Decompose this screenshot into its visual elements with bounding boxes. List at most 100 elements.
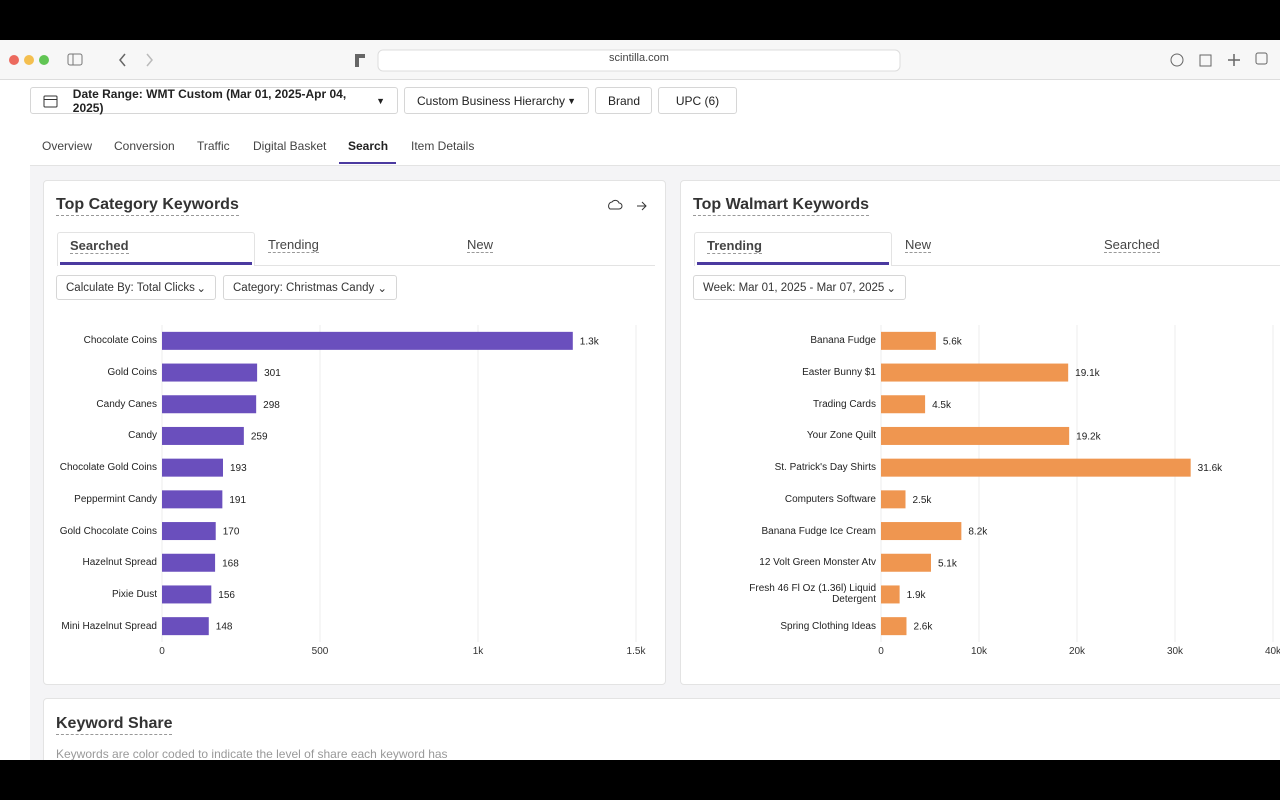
bar [881, 363, 1069, 382]
x-tick-label: 20k [1069, 646, 1086, 657]
nav-tab[interactable]: Overview [42, 139, 93, 153]
bar [881, 395, 926, 414]
y-tick-label: Computers Software [784, 493, 876, 505]
y-tick-label: Chocolate Gold Coins [59, 462, 157, 474]
tab-rule [892, 265, 1280, 266]
y-tick-label: Candy Canes [96, 398, 157, 410]
data-label: 2.6k [913, 622, 933, 633]
dropdown[interactable]: Calculate By: Total Clicks ⌄ [56, 275, 216, 300]
panel-tab[interactable]: Searched [70, 238, 129, 254]
data-label: 259 [251, 431, 268, 442]
bar [881, 426, 1070, 445]
nav-tab[interactable]: Item Details [411, 139, 475, 153]
y-tick-label: Trading Cards [813, 398, 876, 410]
x-tick-label: 10k [971, 646, 988, 657]
x-tick-label: 0 [159, 646, 165, 657]
nav-tab[interactable]: Digital Basket [253, 139, 327, 153]
tab-box [57, 232, 255, 266]
x-tick-label: 30k [1167, 646, 1184, 657]
data-label: 5.6k [943, 336, 963, 347]
bar [162, 553, 216, 572]
x-tick-label: 40k [1265, 646, 1280, 657]
y-tick-label: Banana Fudge [810, 335, 876, 347]
panel-title: Keyword Share [56, 715, 173, 735]
panel-tab[interactable]: Trending [268, 237, 319, 253]
data-label: 8.2k [968, 527, 988, 538]
panel-tab[interactable]: Trending [707, 238, 762, 254]
data-label: 19.2k [1076, 431, 1101, 442]
bar [162, 458, 223, 477]
y-tick-label: Gold Chocolate Coins [59, 525, 157, 537]
bar [881, 331, 936, 350]
bar [881, 553, 931, 572]
hierarchy-filter[interactable]: Custom Business Hierarchy ▼ [404, 87, 589, 114]
data-label: 191 [229, 495, 246, 506]
bar [881, 490, 906, 509]
bar [881, 522, 962, 541]
nav-tab-active[interactable]: Search [348, 139, 389, 153]
tab-indicator [60, 262, 252, 265]
data-label: 193 [230, 463, 247, 474]
data-label: 31.6k [1198, 463, 1223, 474]
panel: Top Category Keywords Searched Trending … [43, 180, 666, 685]
y-tick-label: Banana Fudge Ice Cream [761, 525, 876, 537]
bar [881, 617, 907, 636]
panel-title: Top Walmart Keywords [693, 196, 870, 216]
panel-tab[interactable]: New [905, 237, 932, 253]
nav-tab[interactable]: Conversion [114, 139, 175, 153]
data-label: 148 [216, 622, 233, 633]
x-tick-label: 0 [878, 646, 884, 657]
url[interactable]: scintilla.com [609, 52, 669, 64]
charts: 0 500 1k 1.5k 1.3k 301 298 259 193 191 170 168 156 14… [0, 80, 1280, 760]
brand-filter[interactable]: Brand [595, 87, 652, 114]
data-label: 2.5k [913, 495, 933, 506]
data-label: 1.3k [580, 336, 600, 347]
upc-filter[interactable]: UPC (6) [658, 87, 737, 114]
panel-actions[interactable] [607, 198, 647, 214]
dropdown[interactable]: Category: Christmas Candy ⌄ [223, 275, 397, 300]
y-tick-label: 12 Volt Green Monster Atv [759, 557, 876, 569]
chart-canvas: 0 500 1k 1.5k 1.3k 301 298 259 193 191 170 168 156 14… [159, 325, 1280, 657]
panel-tab[interactable]: Searched [1104, 237, 1160, 253]
nav-tab[interactable]: Traffic [197, 139, 230, 153]
panel: Keyword Share Keywords are color coded t… [43, 698, 1280, 760]
dropdown[interactable]: Week: Mar 01, 2025 - Mar 07, 2025 ⌄ [693, 275, 906, 300]
y-tick-label: Candy [128, 430, 157, 442]
date-range-filter[interactable]: Date Range: WMT Custom (Mar 01, 2025-Apr… [30, 86, 398, 115]
dropdown-label: Category: Christmas Candy [233, 281, 375, 294]
filter-label: Date Range: WMT Custom (Mar 01, 2025-Apr… [72, 86, 347, 115]
data-label: 19.1k [1075, 368, 1100, 379]
dropdown-label: Calculate By: Total Clicks [66, 281, 195, 294]
data-label: 301 [264, 368, 281, 379]
toolbar-icons [9, 49, 1268, 72]
x-tick-label: 500 [312, 646, 329, 657]
y-tick-label: Mini Hazelnut Spread [61, 620, 157, 632]
y-tick-label: Spring Clothing Ideas [780, 620, 876, 632]
panel-tab[interactable]: New [467, 237, 494, 253]
active-tab-indicator [339, 162, 396, 164]
panel-title: Top Category Keywords [56, 196, 239, 216]
dropdown-label: Week: Mar 01, 2025 - Mar 07, 2025 [703, 281, 885, 294]
data-label: 298 [263, 400, 280, 411]
tab-rule [255, 265, 655, 266]
calendar-icon [43, 95, 58, 107]
y-tick-label: Fresh 46 Fl Oz (1.36l) Liquid Detergent [749, 583, 876, 606]
filter-label: Custom Business Hierarchy [417, 93, 566, 108]
tab-box [694, 232, 892, 266]
y-tick-label: Easter Bunny $1 [802, 367, 876, 379]
y-tick-label: Gold Coins [107, 367, 157, 379]
bar [881, 585, 900, 604]
filter-label: UPC (6) [675, 93, 720, 108]
bar [162, 617, 209, 636]
y-tick-label: Pixie Dust [111, 588, 157, 600]
bar [162, 585, 212, 604]
tab-indicator [697, 262, 889, 265]
data-label: 1.9k [907, 590, 927, 601]
bar [162, 426, 244, 445]
filter-label: Brand [608, 93, 641, 108]
bar [162, 363, 258, 382]
bar [881, 458, 1191, 477]
y-tick-label: Your Zone Quilt [806, 430, 876, 442]
page: Date Range: WMT Custom (Mar 01, 2025-Apr… [0, 80, 1280, 760]
bar [162, 331, 573, 350]
